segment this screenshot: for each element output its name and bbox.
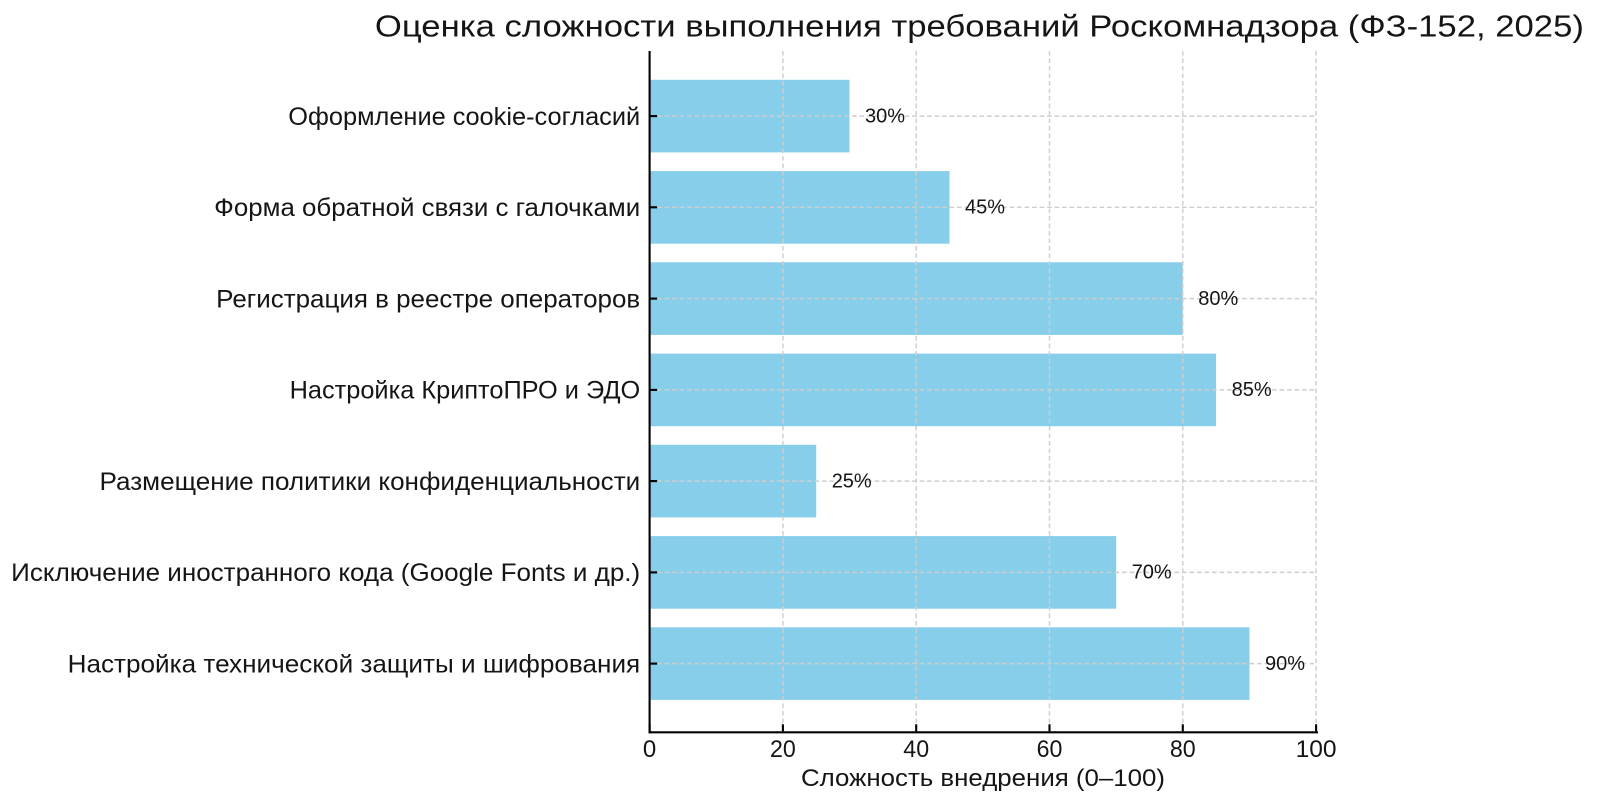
svg-text:Форма обратной связи с галочка: Форма обратной связи с галочками: [214, 194, 640, 222]
svg-text:80%: 80%: [1198, 288, 1238, 310]
svg-text:100: 100: [1296, 736, 1337, 763]
svg-text:80: 80: [1170, 736, 1196, 763]
svg-text:85%: 85%: [1232, 379, 1272, 401]
svg-text:Регистрация в реестре оператор: Регистрация в реестре операторов: [216, 285, 640, 313]
svg-text:Оценка сложности выполнения тр: Оценка сложности выполнения требований Р…: [375, 9, 1584, 44]
svg-text:Исключение иностранного кода (: Исключение иностранного кода (Google Fon…: [11, 559, 640, 587]
svg-text:Оформление cookie-согласий: Оформление cookie-согласий: [288, 103, 640, 131]
svg-text:Сложность внедрения (0–100): Сложность внедрения (0–100): [801, 765, 1165, 792]
svg-text:Настройка КриптоПРО и ЭДО: Настройка КриптоПРО и ЭДО: [290, 377, 641, 405]
svg-text:0: 0: [643, 736, 656, 763]
svg-text:70%: 70%: [1132, 562, 1172, 584]
svg-text:40: 40: [903, 736, 929, 763]
svg-text:30%: 30%: [865, 105, 905, 127]
svg-text:90%: 90%: [1265, 653, 1305, 675]
svg-text:60: 60: [1037, 736, 1063, 763]
svg-text:25%: 25%: [832, 470, 872, 492]
svg-text:Размещение политики конфиденци: Размещение политики конфиденциальности: [100, 468, 641, 496]
svg-text:Настройка технической защиты и: Настройка технической защиты и шифровани…: [68, 650, 641, 678]
svg-text:45%: 45%: [965, 197, 1005, 219]
svg-text:20: 20: [770, 736, 796, 763]
